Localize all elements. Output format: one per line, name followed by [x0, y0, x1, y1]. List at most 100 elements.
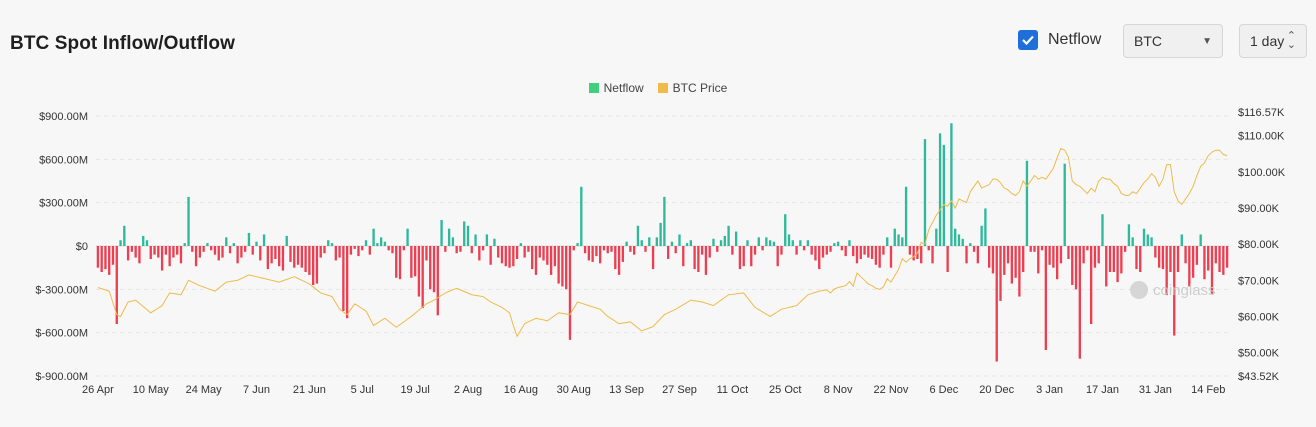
interval-select[interactable]: 1 day ⌃ ⌄	[1239, 24, 1307, 58]
netflow-bar	[965, 246, 968, 264]
netflow-bar	[731, 246, 734, 255]
left-axis-tick-label: $300.00M	[39, 198, 88, 210]
netflow-bar	[927, 246, 930, 251]
netflow-bar	[1218, 246, 1221, 272]
netflow-checkbox[interactable]	[1018, 30, 1038, 50]
netflow-bar	[746, 240, 749, 246]
x-axis-tick-label: 16 Aug	[504, 384, 538, 396]
netflow-bar	[164, 246, 168, 255]
netflow-bar	[1150, 237, 1153, 246]
netflow-bar	[240, 246, 243, 258]
netflow-bar	[923, 139, 927, 246]
netflow-bar	[300, 246, 303, 268]
netflow-bar	[100, 246, 103, 272]
netflow-bar	[655, 237, 658, 246]
watermark-text: coinglass	[1153, 282, 1216, 299]
netflow-bar	[259, 246, 262, 261]
netflow-bar	[266, 246, 270, 270]
netflow-bar	[719, 240, 723, 246]
netflow-bar	[508, 246, 511, 268]
netflow-bar	[633, 246, 636, 255]
netflow-bar	[712, 238, 715, 246]
left-axis-tick-label: $-600.00M	[35, 328, 88, 340]
netflow-bar	[1146, 234, 1149, 246]
netflow-bar	[198, 246, 202, 258]
netflow-bar	[1022, 246, 1025, 272]
coin-select[interactable]: BTC ▼	[1123, 24, 1223, 58]
page-title: BTC Spot Inflow/Outflow	[10, 33, 235, 54]
netflow-toggle[interactable]: Netflow	[1018, 30, 1101, 50]
netflow-bar	[1097, 246, 1100, 264]
netflow-bar	[1040, 246, 1044, 251]
netflow-bar	[444, 246, 447, 252]
x-axis-tick-label: 2 Aug	[454, 384, 482, 396]
left-axis-tick-label: $-900.00M	[35, 371, 88, 383]
netflow-bar	[1006, 246, 1010, 264]
netflow-bar	[187, 196, 190, 246]
netflow-bar	[972, 246, 976, 252]
netflow-bar	[406, 228, 409, 246]
legend-label-btc-price: BTC Price	[672, 81, 728, 95]
netflow-bar	[784, 214, 787, 246]
netflow-bar	[802, 246, 806, 251]
netflow-bar	[1173, 246, 1176, 336]
netflow-bar	[519, 243, 523, 246]
right-axis-tick-label: $60.00K	[1238, 311, 1280, 323]
netflow-bar	[368, 246, 371, 255]
netflow-bar	[670, 241, 674, 246]
netflow-bar	[391, 246, 394, 254]
netflow-bar	[1112, 246, 1115, 272]
x-axis-tick-label: 20 Dec	[979, 384, 1014, 396]
netflow-bar	[176, 246, 179, 255]
netflow-bar	[546, 246, 549, 265]
netflow-bar	[659, 222, 662, 246]
netflow-bar	[1059, 246, 1063, 264]
netflow-bar	[474, 234, 477, 246]
x-axis-tick-label: 10 May	[133, 384, 170, 396]
netflow-bar	[285, 235, 288, 246]
legend-item-netflow[interactable]: Netflow	[588, 81, 644, 95]
netflow-bar	[727, 225, 730, 246]
legend-label-netflow: Netflow	[603, 81, 644, 95]
netflow-bar	[1184, 246, 1187, 264]
netflow-bar	[599, 246, 602, 264]
netflow-bar	[1161, 246, 1165, 270]
netflow-bar	[704, 246, 708, 275]
netflow-bar	[353, 246, 356, 249]
netflow-bar	[980, 225, 983, 246]
netflow-bar	[497, 246, 500, 258]
netflow-bar	[379, 237, 383, 246]
netflow-bar	[138, 246, 141, 264]
netflow-bar	[1225, 246, 1229, 268]
netflow-bar	[753, 246, 757, 255]
netflow-bar	[304, 246, 307, 272]
netflow-bar	[413, 246, 417, 277]
netflow-bar	[447, 228, 451, 246]
x-axis-tick-label: 8 Nov	[824, 384, 853, 396]
netflow-bar	[697, 246, 700, 272]
netflow-bar	[470, 246, 473, 254]
legend-item-btc-price[interactable]: BTC Price	[657, 81, 728, 95]
netflow-bar	[844, 246, 847, 257]
checkmark-icon	[1022, 35, 1034, 46]
coin-select-value: BTC	[1134, 33, 1162, 49]
netflow-bar	[179, 246, 183, 264]
netflow-bar	[870, 246, 874, 259]
netflow-bar	[942, 144, 946, 246]
netflow-bar	[984, 208, 987, 246]
netflow-bar	[572, 246, 575, 251]
netflow-bar	[1165, 246, 1168, 296]
netflow-bar	[734, 231, 738, 246]
x-axis-tick-label: 26 Apr	[82, 384, 114, 396]
netflow-bar	[595, 246, 598, 257]
x-axis-tick-label: 31 Jan	[1139, 384, 1172, 396]
netflow-bar	[855, 246, 859, 264]
netflow-bar	[859, 246, 862, 259]
netflow-bar	[833, 243, 836, 246]
netflow-bar	[576, 243, 579, 246]
left-axis-tick-label: $900.00M	[39, 111, 88, 123]
netflow-bar	[1169, 246, 1172, 272]
netflow-bar	[908, 246, 912, 255]
right-axis-tick-label: $116.57K	[1238, 107, 1285, 119]
netflow-bar	[829, 246, 832, 252]
